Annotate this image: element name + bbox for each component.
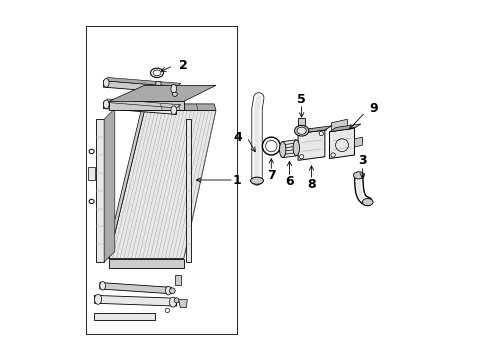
- Ellipse shape: [294, 125, 308, 136]
- Text: 1: 1: [232, 174, 241, 186]
- Polygon shape: [108, 111, 216, 258]
- Ellipse shape: [103, 78, 109, 87]
- Ellipse shape: [174, 298, 179, 303]
- Ellipse shape: [362, 199, 372, 206]
- Ellipse shape: [330, 153, 335, 157]
- Polygon shape: [108, 258, 183, 267]
- Ellipse shape: [172, 92, 177, 96]
- Ellipse shape: [94, 294, 102, 304]
- Ellipse shape: [279, 142, 285, 157]
- Text: 9: 9: [369, 102, 377, 115]
- Polygon shape: [104, 109, 115, 262]
- Polygon shape: [329, 128, 354, 158]
- Text: 6: 6: [285, 175, 293, 189]
- Polygon shape: [331, 119, 346, 132]
- Text: 2: 2: [179, 59, 188, 72]
- Polygon shape: [103, 102, 176, 114]
- Text: 8: 8: [306, 178, 315, 191]
- Text: 7: 7: [266, 169, 275, 182]
- Polygon shape: [293, 144, 298, 150]
- Polygon shape: [94, 296, 176, 306]
- Polygon shape: [103, 99, 181, 108]
- Polygon shape: [100, 283, 171, 294]
- Polygon shape: [108, 102, 183, 111]
- Ellipse shape: [250, 177, 263, 184]
- Polygon shape: [185, 119, 191, 262]
- Ellipse shape: [353, 172, 364, 179]
- Ellipse shape: [292, 140, 299, 156]
- Polygon shape: [329, 124, 360, 132]
- Ellipse shape: [153, 70, 161, 76]
- Polygon shape: [108, 85, 216, 102]
- Ellipse shape: [262, 137, 280, 155]
- Ellipse shape: [299, 155, 303, 159]
- Polygon shape: [103, 77, 181, 87]
- Polygon shape: [103, 81, 176, 93]
- Polygon shape: [298, 118, 305, 129]
- Polygon shape: [94, 312, 155, 320]
- Ellipse shape: [165, 286, 171, 295]
- Ellipse shape: [171, 106, 176, 114]
- Polygon shape: [88, 167, 95, 180]
- Polygon shape: [298, 130, 324, 160]
- Ellipse shape: [319, 131, 323, 136]
- Polygon shape: [282, 140, 296, 158]
- Polygon shape: [298, 126, 331, 134]
- Polygon shape: [296, 127, 326, 134]
- Polygon shape: [96, 119, 104, 262]
- Ellipse shape: [155, 81, 161, 86]
- Text: 4: 4: [233, 131, 242, 144]
- Polygon shape: [175, 275, 181, 285]
- Ellipse shape: [296, 127, 305, 134]
- Text: 5: 5: [297, 93, 305, 106]
- Ellipse shape: [103, 100, 109, 109]
- Ellipse shape: [169, 288, 175, 294]
- Polygon shape: [142, 104, 216, 111]
- Polygon shape: [179, 300, 187, 307]
- Polygon shape: [107, 104, 144, 258]
- Text: 3: 3: [357, 154, 366, 167]
- Polygon shape: [354, 137, 362, 147]
- Ellipse shape: [169, 297, 176, 307]
- Ellipse shape: [265, 140, 276, 152]
- Ellipse shape: [100, 282, 105, 290]
- Ellipse shape: [171, 85, 176, 93]
